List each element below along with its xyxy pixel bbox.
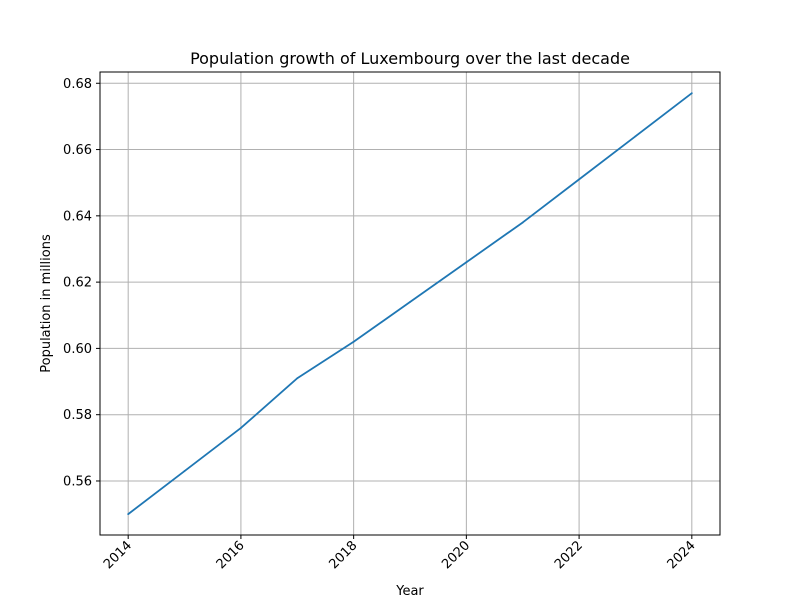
y-tick-label: 0.66: [63, 143, 92, 158]
grid: [100, 72, 720, 535]
x-tick-label: 2020: [439, 538, 473, 572]
x-axis-label: Year: [395, 584, 424, 599]
chart-title: Population growth of Luxembourg over the…: [190, 49, 630, 68]
series-layer: [127, 92, 693, 516]
data-point: [127, 513, 130, 516]
y-tick-label: 0.64: [63, 209, 92, 224]
data-point: [352, 340, 355, 343]
plot-frame: [99, 71, 721, 536]
data-point: [578, 178, 580, 181]
y-tick-label: 0.68: [63, 77, 92, 92]
population-line: [127, 92, 693, 515]
y-axis: 0.56 0.58 0.60 0.62 0.64 0.66 0.68: [63, 77, 100, 489]
x-axis: 2014 2016 2018 2020 2022 2024: [101, 535, 699, 572]
data-point: [409, 301, 411, 303]
y-tick-label: 0.62: [63, 276, 92, 291]
data-point: [240, 427, 242, 429]
data-point: [296, 377, 299, 380]
x-tick-label: 2022: [552, 538, 586, 572]
data-point: [465, 261, 468, 264]
data-point: [521, 221, 524, 224]
y-tick-label: 0.60: [63, 342, 92, 357]
y-axis-label: Population in millions: [39, 234, 54, 373]
data-point: [634, 135, 637, 138]
y-tick-label: 0.58: [63, 408, 92, 423]
data-point: [183, 470, 186, 472]
y-tick-label: 0.56: [63, 474, 92, 489]
x-tick-label: 2024: [665, 538, 699, 572]
x-tick-label: 2016: [214, 538, 248, 572]
x-tick-label: 2018: [326, 538, 360, 572]
data-point: [690, 92, 693, 95]
x-tick-label: 2014: [101, 538, 135, 572]
